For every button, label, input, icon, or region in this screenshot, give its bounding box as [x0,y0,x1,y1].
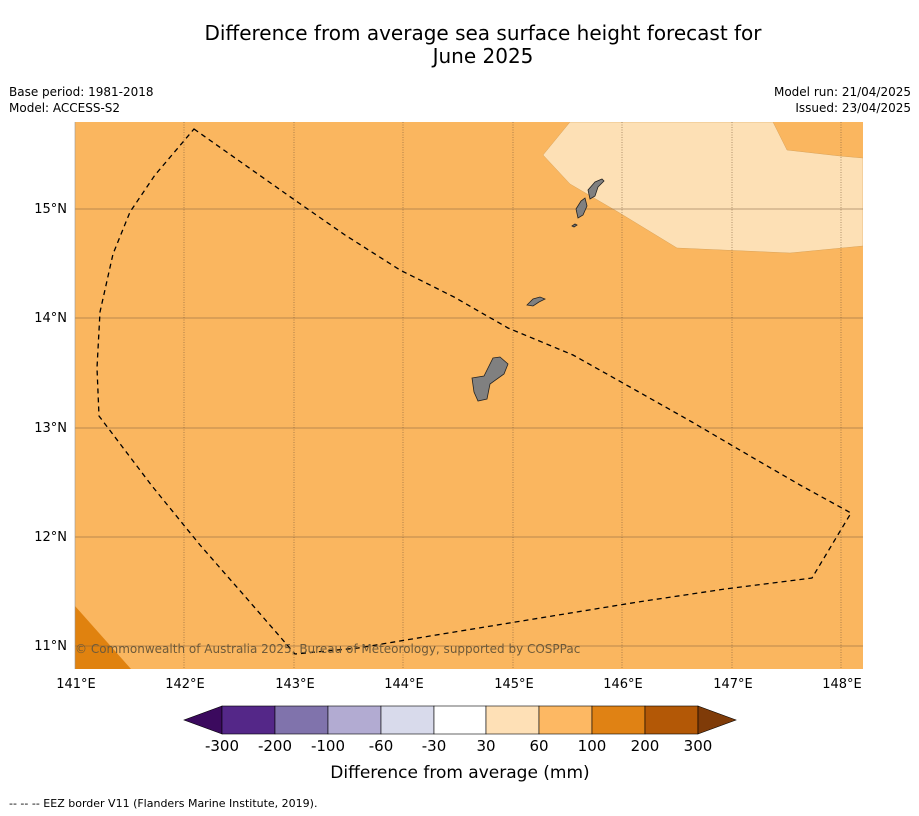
colorbar-tick-label: 30 [476,737,495,755]
colorbar-segment [485,705,540,735]
lon-tick-label: 144°E [384,677,424,692]
colorbar-segment [538,705,593,735]
lon-tick-label: 142°E [165,677,205,692]
colorbar-tick-label: -300 [205,737,239,755]
copyright-credit: © Commonwealth of Australia 2025, Bureau… [75,642,580,656]
meta-left: Base period: 1981-2018 Model: ACCESS-S2 [9,84,154,116]
colorbar-tick-label: 100 [578,737,607,755]
meta-right: Model run: 21/04/2025 Issued: 23/04/2025 [774,84,911,116]
lon-tick-label: 146°E [603,677,643,692]
land-islands [471,178,605,402]
lat-tick-label: 12°N [34,530,67,545]
lon-tick-label: 141°E [56,677,96,692]
island-saipan [587,178,605,200]
colorbar-segment [644,705,699,735]
island-tinian [575,197,588,219]
colorbar-extend-low [183,705,223,735]
colorbar-tick-labels: -300 -200 -100 -60 -30 30 60 100 200 300 [205,737,712,755]
lon-tick-label: 145°E [494,677,534,692]
map-panel: © Commonwealth of Australia 2025, Bureau… [75,122,863,669]
graticule [75,122,863,669]
colorbar-extend-high [697,705,737,735]
island-rota [526,296,546,307]
model-run: Model run: 21/04/2025 [773,85,911,99]
issued-date: Issued: 23/04/2025 [795,101,911,115]
colorbar-tick-label: -100 [311,737,345,755]
anomaly-region-100-200 [75,606,131,669]
model-name: Model: ACCESS-S2 [9,101,121,115]
colorbar-tick-label: 60 [529,737,548,755]
colorbar-segment [274,705,329,735]
island-aguijan [571,223,578,228]
lat-tick-label: 11°N [34,639,67,654]
colorbar-segment [380,705,435,735]
colorbar-segment [221,705,276,735]
colorbar-tick-label: -30 [422,737,447,755]
colorbar-tick-label: -60 [369,737,394,755]
lat-tick-label: 14°N [34,311,67,326]
anomaly-region-30-60 [542,122,863,254]
lon-tick-label: 143°E [275,677,315,692]
base-period: Base period: 1981-2018 [9,85,154,99]
colorbar-segment [433,705,487,735]
lat-tick-label: 15°N [34,202,67,217]
colorbar-segment [327,705,382,735]
map-title-line2: June 2025 [432,44,534,68]
colorbar-tick-label: 300 [684,737,713,755]
eez-border [96,128,852,655]
colorbar-segment [591,705,646,735]
lon-tick-label: 147°E [713,677,753,692]
colorbar-title: Difference from average (mm) [330,763,589,783]
lon-tick-labels: 141°E 142°E 143°E 144°E 145°E 146°E 147°… [56,677,862,692]
lat-tick-label: 13°N [34,421,67,436]
island-guam [471,356,509,402]
lon-tick-label: 148°E [822,677,862,692]
colorbar-tick-label: 200 [631,737,660,755]
lat-tick-labels: 15°N 14°N 13°N 12°N 11°N [34,202,67,654]
map-title-line1: Difference from average sea surface heig… [204,21,762,45]
eez-footnote: -- -- -- EEZ border V11 (Flanders Marine… [9,797,318,810]
colorbar-tick-label: -200 [258,737,292,755]
colorbar [183,705,737,735]
